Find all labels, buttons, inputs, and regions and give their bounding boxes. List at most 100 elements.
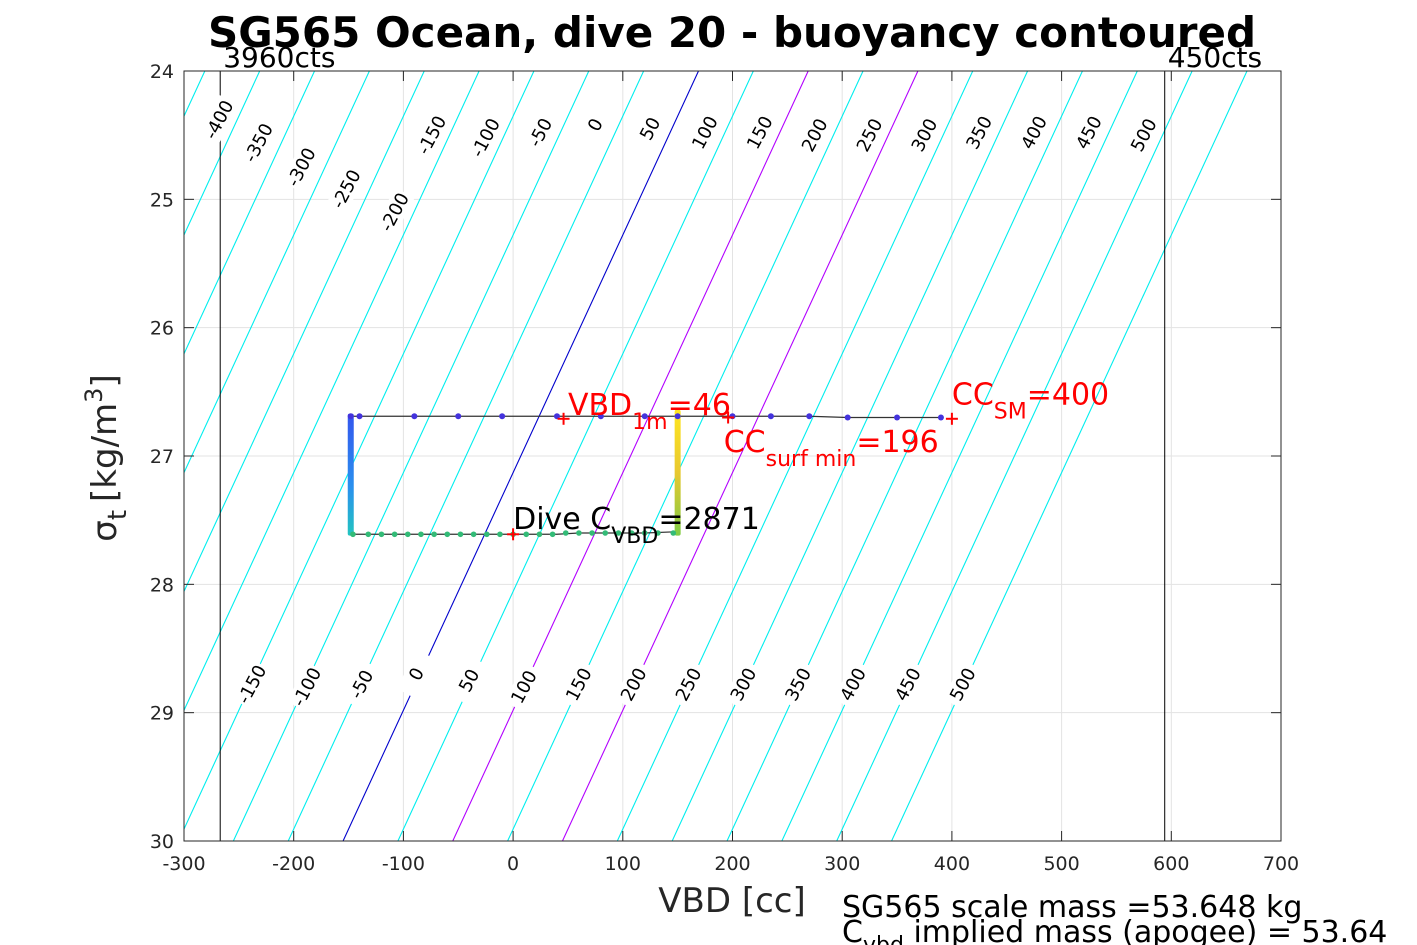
marker-label-base: Dive C [513, 502, 611, 537]
y-axis-label-sub: t [103, 510, 133, 520]
data-point [589, 530, 595, 536]
data-point [378, 531, 385, 538]
contour-label-top-bg [199, 95, 240, 145]
data-point [576, 530, 582, 536]
marker-label-sub: VBD [611, 524, 658, 549]
contour-label-top-bg [520, 108, 561, 158]
data-point [347, 413, 354, 420]
data-point [444, 531, 451, 538]
marker-label-base: CC [952, 378, 994, 413]
contour-label-bottom-bg [668, 659, 709, 710]
data-point [523, 531, 530, 538]
contour-label-bottom-bg [396, 649, 437, 699]
data-point [411, 413, 418, 420]
contour-line [726, 71, 1083, 841]
contour-label-top-bg [374, 187, 415, 237]
contour-label-top-bg [849, 110, 890, 160]
x-tick-label: -200 [272, 853, 315, 875]
contour-label-top-bg [959, 108, 1000, 158]
x-tick-label: 500 [1043, 853, 1079, 875]
contour-label-top-bg [465, 113, 506, 163]
data-point [615, 530, 622, 536]
data-point [641, 413, 648, 420]
descent-band [347, 413, 354, 536]
contour-label-bottom-bg [341, 659, 382, 710]
contour-line [342, 71, 699, 841]
contour-label-top-bg [739, 108, 780, 158]
contour-label-top-bg [411, 110, 452, 160]
axis-ticks: -300 -200 -100 0 100 200 300 400 500 600 700 24 25 26… [150, 61, 1299, 875]
contour-label-bottom-bg [558, 659, 599, 710]
contour-label-top-bg [904, 110, 945, 160]
count-limit-label: 3960cts [223, 41, 335, 74]
contour-label-top-bg [1123, 110, 1164, 160]
x-tick-label: 700 [1263, 853, 1299, 875]
y-tick-label: 24 [150, 61, 174, 83]
data-point [536, 531, 543, 538]
contour-labels: -400-350-300 -250-200-150 -100 -50 0 50 100 150… [199, 95, 1164, 712]
contour-label-top-bg [575, 100, 616, 150]
data-point [806, 413, 813, 420]
data-point [499, 413, 506, 420]
data-point [670, 530, 677, 536]
data-point [597, 413, 604, 420]
contour-label-top-bg [630, 104, 671, 154]
contour-label-top-bg [685, 108, 726, 158]
data-point [549, 531, 556, 538]
data-point [641, 530, 648, 536]
contour-label-bottom-bg [449, 655, 490, 706]
marker-label-sub: 1m [632, 410, 667, 435]
y-tick-label: 28 [150, 574, 174, 596]
x-tick-label: 200 [714, 853, 750, 875]
contour-label-bottom-bg [286, 662, 327, 712]
x-tick-label: 100 [605, 853, 641, 875]
contour-line [891, 71, 1248, 841]
svg-text:σt[kg/m3]: σt [kg/m3] [80, 374, 133, 541]
marker-label-sub: SM [994, 400, 1027, 425]
contour-line [397, 71, 754, 841]
marker-label: Dive CVBD=2871 [513, 502, 760, 549]
contour-label-bottom-bg [887, 659, 929, 710]
contour-label-bottom-bg [723, 659, 764, 710]
data-point [894, 414, 901, 421]
count-limit-lines: 3960cts 450cts [219, 41, 1262, 841]
x-tick-label: 600 [1153, 853, 1189, 875]
marker-label: CCsurf min=196 [724, 425, 939, 472]
contour-label-top-bg [326, 164, 367, 214]
contour-line [781, 71, 1138, 841]
x-tick-label: 0 [507, 853, 519, 875]
data-point [483, 531, 490, 538]
contour-label-bottom-bg [231, 659, 273, 710]
count-limit-label: 450cts [1168, 41, 1262, 74]
marker-label-value: =400 [1027, 378, 1109, 413]
data-point [497, 531, 503, 538]
data-point [844, 414, 851, 421]
data-point [404, 531, 411, 538]
data-point [937, 414, 944, 421]
y-tick-label: 25 [150, 189, 174, 211]
x-tick-label: -100 [382, 853, 425, 875]
y-axis-label: σt [kg/m3] [80, 374, 133, 541]
contour-line [561, 71, 919, 841]
y-axis-label-close: ] [85, 374, 125, 387]
data-point [470, 531, 477, 538]
y-axis-label-sup: 3 [80, 388, 108, 403]
data-point [455, 413, 462, 420]
contour-label-top-bg [794, 110, 835, 160]
marker-label-value: =196 [856, 425, 938, 460]
y-tick-label: 26 [150, 318, 174, 340]
data-point [628, 530, 635, 536]
contour-label-top-bg [281, 142, 322, 192]
chart-title: SG565 Ocean, dive 20 - buoyancy contoure… [208, 8, 1256, 57]
contour-line [184, 71, 480, 712]
marker-label-base: VBD [568, 388, 632, 423]
contour-label-bottom-bg [778, 659, 819, 710]
implied-mass-rest: implied mass (apogee) = 53.64 [904, 915, 1388, 945]
y-tick-label: 27 [150, 446, 174, 468]
data-point [391, 531, 398, 538]
contour-label-top-bg [1014, 108, 1055, 158]
contour-line [671, 71, 1029, 841]
data-point [457, 531, 464, 538]
ascent-band [674, 409, 681, 536]
